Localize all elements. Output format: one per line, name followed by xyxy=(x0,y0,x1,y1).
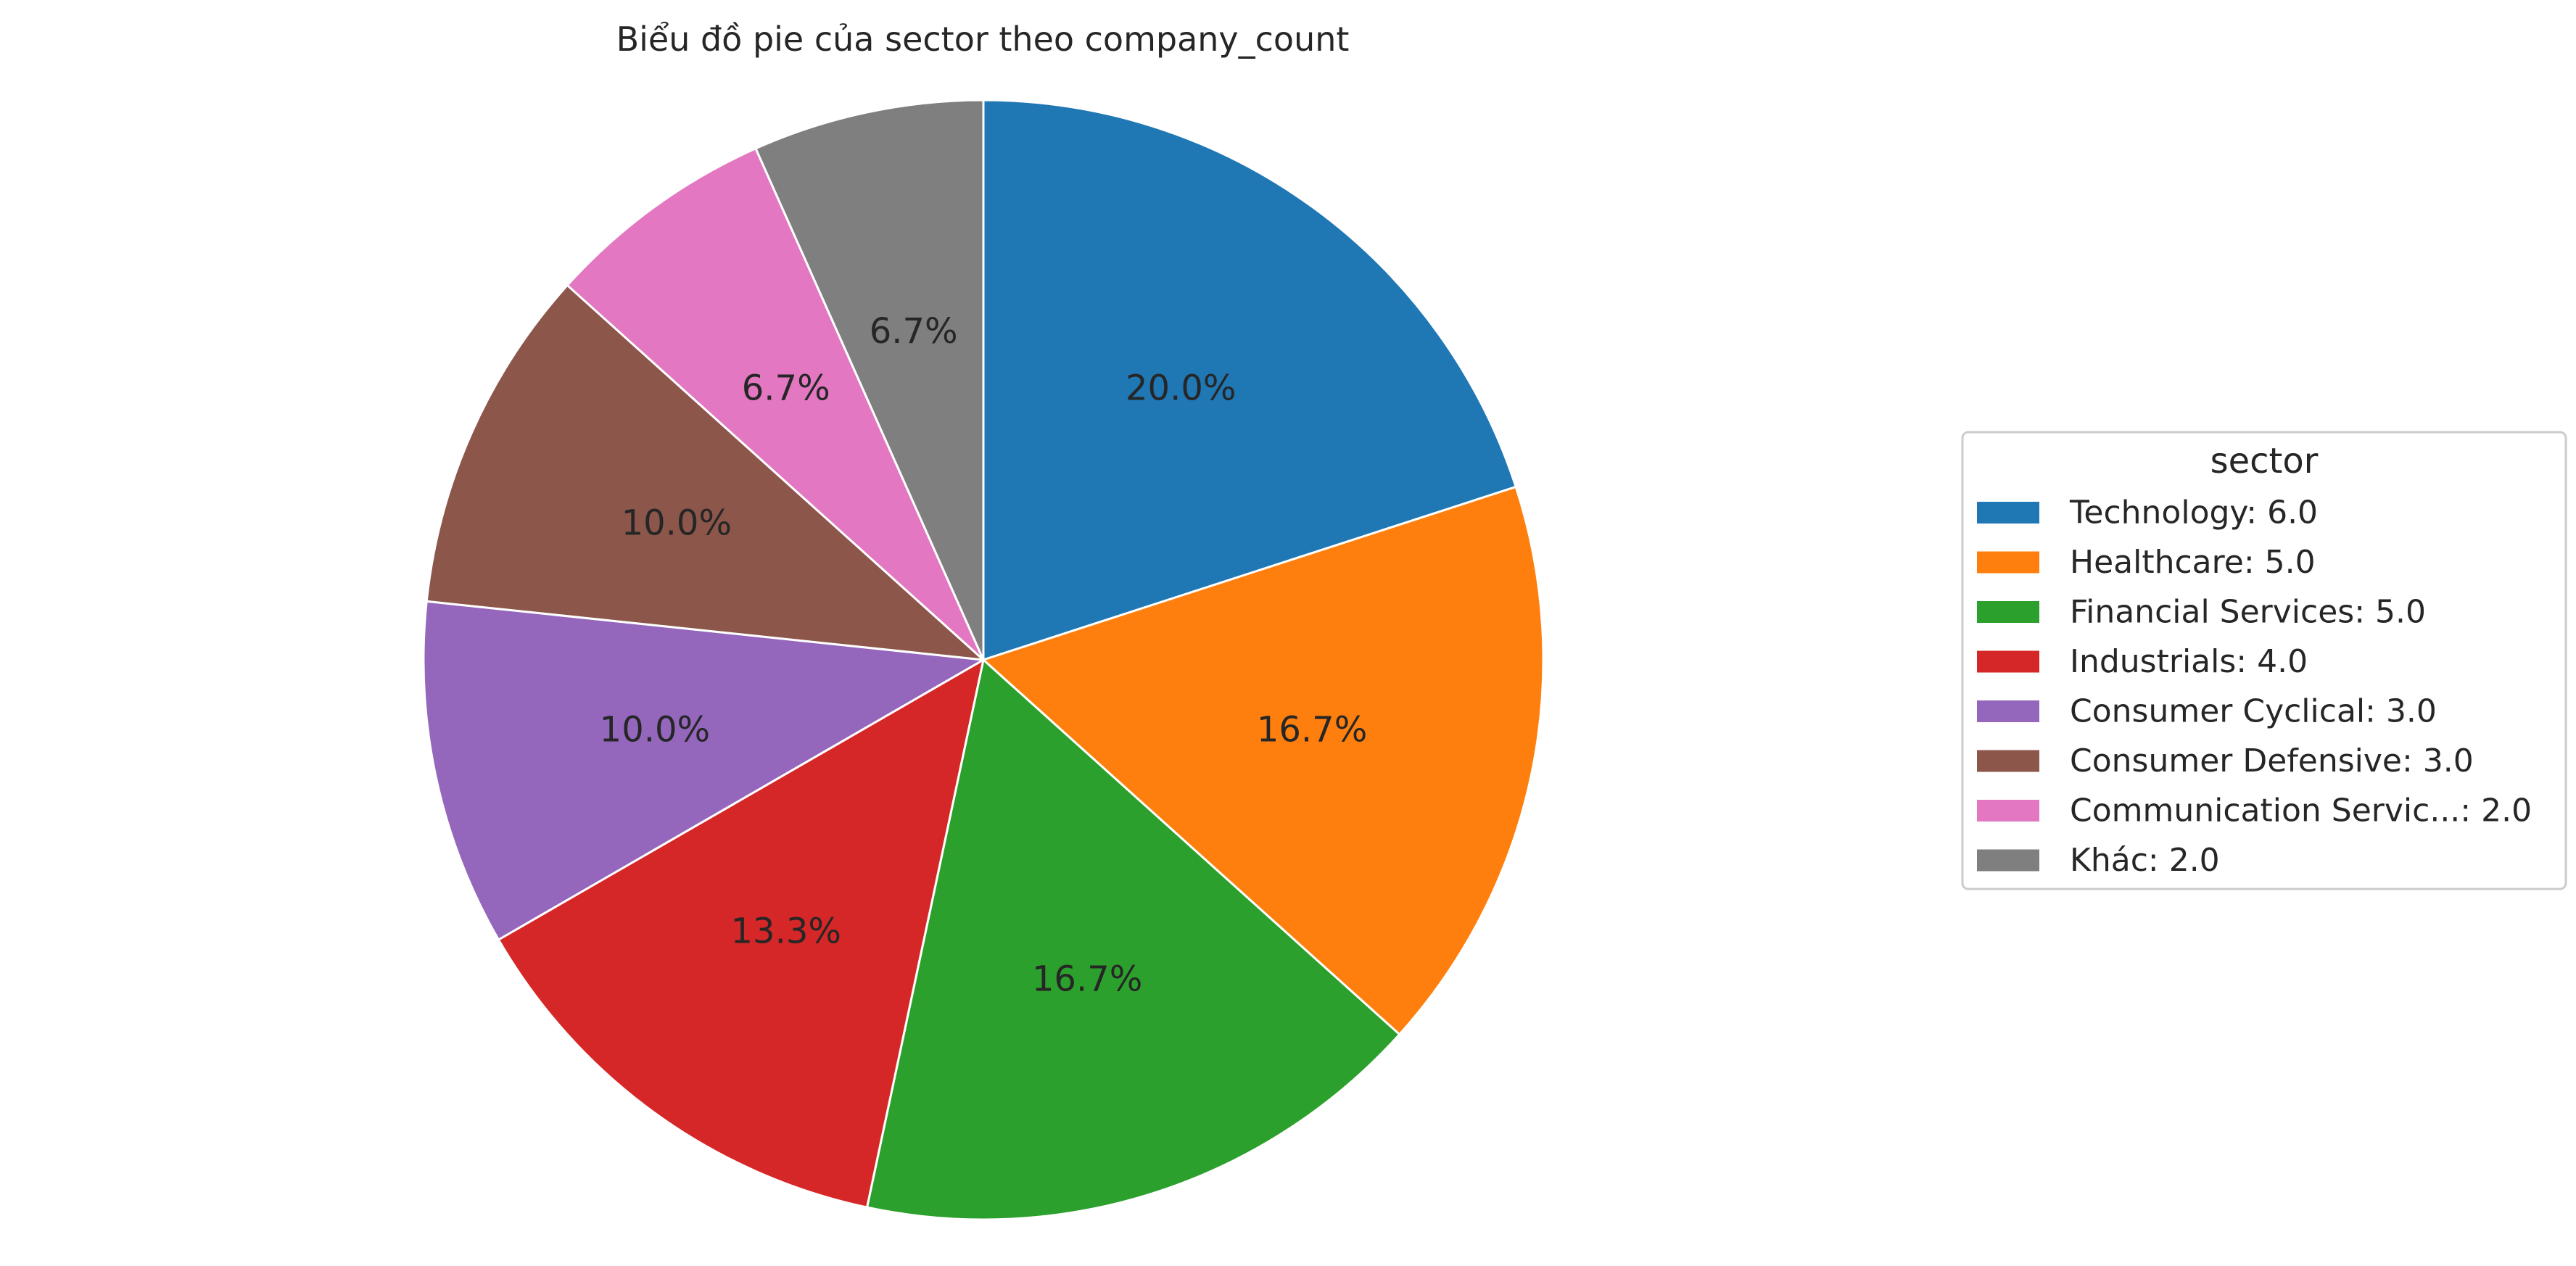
legend-swatch xyxy=(1977,601,2039,623)
legend-label: Consumer Cyclical: 3.0 xyxy=(2070,693,2437,730)
legend-label: Khác: 2.0 xyxy=(2070,842,2220,879)
legend-swatch xyxy=(1977,750,2039,772)
pie-percent-labels: 20.0% 16.7% 16.7% 13.3% 10.0% 10.0% 6.7% 6.7% xyxy=(600,311,1368,1000)
pie-slice-healthcare xyxy=(982,485,1545,1036)
legend-swatch xyxy=(1977,502,2039,524)
legend-swatch xyxy=(1977,551,2039,574)
legend-label: Consumer Defensive: 3.0 xyxy=(2070,742,2474,779)
pie-slice-consumer-defensive xyxy=(425,284,985,661)
legend-swatch xyxy=(1977,800,2039,822)
legend-label: Communication Servic...: 2.0 xyxy=(2070,793,2532,829)
pie-slices xyxy=(422,99,1545,1221)
pie-slice-communication-servic xyxy=(566,147,985,661)
pie-percent-label: 16.7% xyxy=(1257,709,1367,750)
pie-slice-financial-services xyxy=(865,658,1401,1221)
legend: sector Technology: 6.0 Healthcare: 5.0 Fin… xyxy=(1961,431,2567,890)
pie-percent-label: 16.7% xyxy=(1032,959,1142,1000)
legend-frame xyxy=(1961,431,2567,890)
pie-percent-label: 20.0% xyxy=(1126,368,1236,408)
pie-percent-label: 6.7% xyxy=(870,311,958,352)
legend-label: Technology: 6.0 xyxy=(2069,495,2318,531)
legend-items: Technology: 6.0 Healthcare: 5.0 Financial … xyxy=(1977,495,2532,879)
pie-slice-consumer-cyclical xyxy=(422,600,985,941)
pie-percent-label: 10.0% xyxy=(622,503,732,544)
legend-label: Healthcare: 5.0 xyxy=(2070,544,2316,581)
legend-swatch xyxy=(1977,700,2039,722)
legend-title: sector xyxy=(2210,441,2319,481)
legend-label: Industrials: 4.0 xyxy=(2070,643,2308,680)
legend-swatch xyxy=(1977,650,2039,673)
pie-percent-label: 10.0% xyxy=(600,709,710,750)
pie-slice-industrials xyxy=(497,658,985,1209)
legend-label: Financial Services: 5.0 xyxy=(2070,594,2426,631)
pie-slice-kh-c xyxy=(754,99,985,661)
pie-slice-technology xyxy=(982,99,1517,661)
pie-percent-label: 13.3% xyxy=(730,911,841,952)
chart-title: Biểu đồ pie của sector theo company_coun… xyxy=(616,20,1350,59)
pie-percent-label: 6.7% xyxy=(742,368,830,408)
legend-swatch xyxy=(1977,849,2039,872)
